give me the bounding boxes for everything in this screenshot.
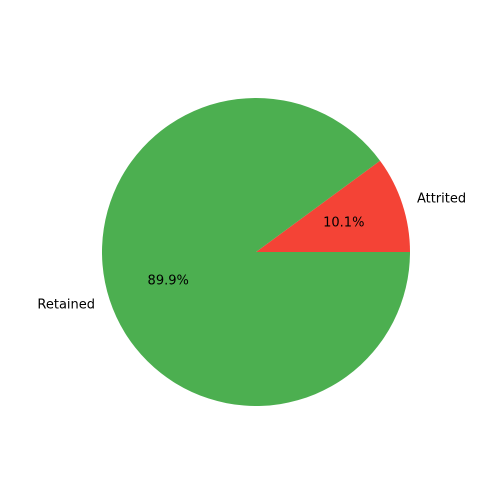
slice-label-retained: Retained	[37, 297, 95, 312]
percent-label-retained: 89.9%	[148, 273, 189, 288]
percent-label-attrited: 10.1%	[323, 216, 364, 231]
slice-label-attrited: Attrited	[417, 192, 466, 207]
pie-slice-attrited	[256, 160, 410, 252]
pie-slice-retained	[101, 97, 410, 406]
